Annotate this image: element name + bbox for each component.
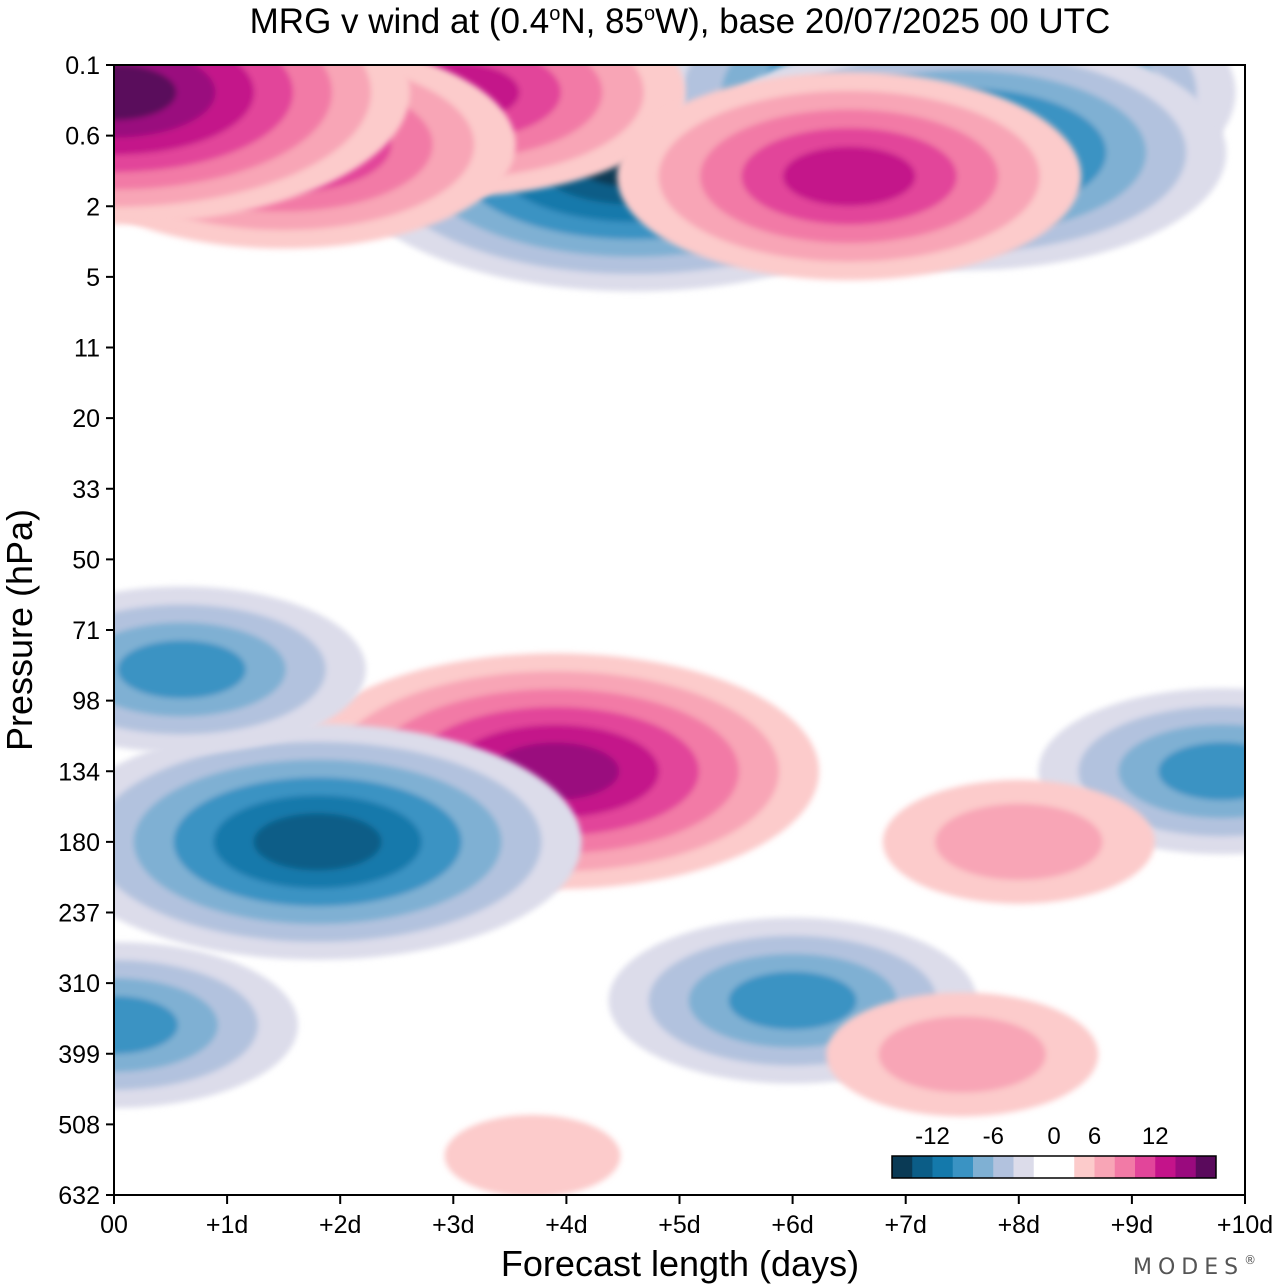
wind-feature (826, 992, 1099, 1117)
x-tick-label: +10d (1217, 1211, 1273, 1239)
colorbar-tick-label: 0 (1047, 1123, 1060, 1150)
colorbar-swatch (1155, 1156, 1176, 1178)
y-tick-label: 399 (58, 1041, 100, 1069)
y-tick-label: 50 (72, 546, 100, 574)
wind-feature (114, 941, 298, 1108)
colorbar-swatch (1114, 1156, 1136, 1178)
y-tick-label: 237 (58, 900, 100, 928)
contour-band (117, 640, 246, 699)
x-tick-label: +3d (432, 1211, 474, 1239)
x-tick-label: +6d (771, 1211, 813, 1239)
colorbar-swatch (973, 1156, 994, 1178)
colorbar-swatch (1033, 1156, 1055, 1178)
x-tick-label: +4d (545, 1211, 587, 1239)
brand-mark: ® (1244, 1253, 1256, 1267)
colorbar-tick-label: -12 (915, 1123, 950, 1150)
brand-logo: MODES® (1133, 1253, 1256, 1280)
wind-feature (114, 65, 410, 225)
colorbar-tick-label: 6 (1088, 1123, 1101, 1150)
contour-band (728, 971, 857, 1030)
x-axis-label: Forecast length (days) (501, 1243, 859, 1284)
title-prefix: MRG v wind at (0.4 (250, 2, 550, 41)
title-degree-1: o (549, 3, 560, 25)
contour-band (878, 1016, 1046, 1093)
y-tick-label: 33 (72, 476, 100, 504)
y-tick-label: 11 (74, 335, 100, 363)
y-axis: 0.1 0.6 2 5 11 20 33 50 71 98 134 180 237 310 399 508 63… (58, 52, 114, 1210)
y-tick-label: 134 (58, 758, 100, 786)
x-axis: 00 +1d +2d +3d +4d +5d +6d +7d +8d +9d +10d (100, 1195, 1273, 1239)
x-tick-label: +5d (658, 1211, 700, 1239)
colorbar-swatch (892, 1156, 913, 1178)
colorbar-swatch (1054, 1156, 1075, 1178)
x-tick-label: +1d (206, 1211, 248, 1239)
chart-title: MRG v wind at (0.4oN, 85oW), base 20/07/… (250, 2, 1111, 41)
title-mid: N, 85 (560, 2, 644, 41)
y-tick-label: 2 (86, 193, 100, 221)
colorbar-swatch (952, 1156, 974, 1178)
colorbar-frame (891, 1155, 1217, 1179)
y-tick-label: 98 (72, 688, 100, 716)
y-tick-label: 20 (72, 405, 100, 433)
colorbar-tick-label: -6 (983, 1123, 1004, 1150)
contour-band (1158, 742, 1245, 801)
y-tick-label: 71 (72, 617, 100, 645)
wind-feature (114, 723, 582, 960)
y-axis-label: Pressure (hPa) (0, 509, 40, 751)
wind-field (114, 65, 1245, 1195)
y-tick-label: 0.1 (65, 52, 100, 80)
title-suffix: W), base 20/07/2025 00 UTC (655, 2, 1110, 41)
title-degree-2: o (644, 3, 655, 25)
x-tick-label: +8d (998, 1211, 1040, 1239)
colorbar-swatch (1175, 1156, 1197, 1178)
colorbar-swatch (1074, 1156, 1095, 1178)
colorbar-swatch (932, 1156, 954, 1178)
colorbar-swatch (1013, 1156, 1035, 1178)
y-tick-label: 5 (86, 264, 100, 292)
colorbar-swatch (912, 1156, 933, 1178)
contour-band (935, 803, 1103, 881)
y-tick-label: 0.6 (65, 123, 100, 151)
x-tick-label: +2d (319, 1211, 361, 1239)
colorbar-swatch (993, 1156, 1014, 1178)
colorbar-swatch (1135, 1156, 1156, 1178)
wind-feature (617, 72, 1082, 281)
x-tick-label: 00 (100, 1211, 128, 1239)
wind-feature (882, 779, 1155, 904)
colorbar-swatch (1195, 1156, 1217, 1178)
y-tick-label: 310 (58, 970, 100, 998)
x-tick-label: +7d (884, 1211, 926, 1239)
contour-band (782, 146, 916, 206)
y-tick-label: 632 (58, 1182, 100, 1210)
y-tick-label: 180 (58, 829, 100, 857)
colorbar-tick-label: 12 (1142, 1123, 1169, 1150)
contour-band (114, 996, 178, 1054)
contour-band (114, 65, 177, 121)
x-tick-label: +9d (1111, 1211, 1153, 1239)
wind-feature (444, 1114, 621, 1195)
contour-band (444, 1114, 621, 1195)
y-tick-label: 508 (58, 1111, 100, 1139)
colorbar-swatch (1094, 1156, 1116, 1178)
contour-band (253, 813, 382, 871)
colorbar: -12 -6 0 6 12 (891, 1123, 1217, 1179)
wind-feature (114, 586, 366, 753)
